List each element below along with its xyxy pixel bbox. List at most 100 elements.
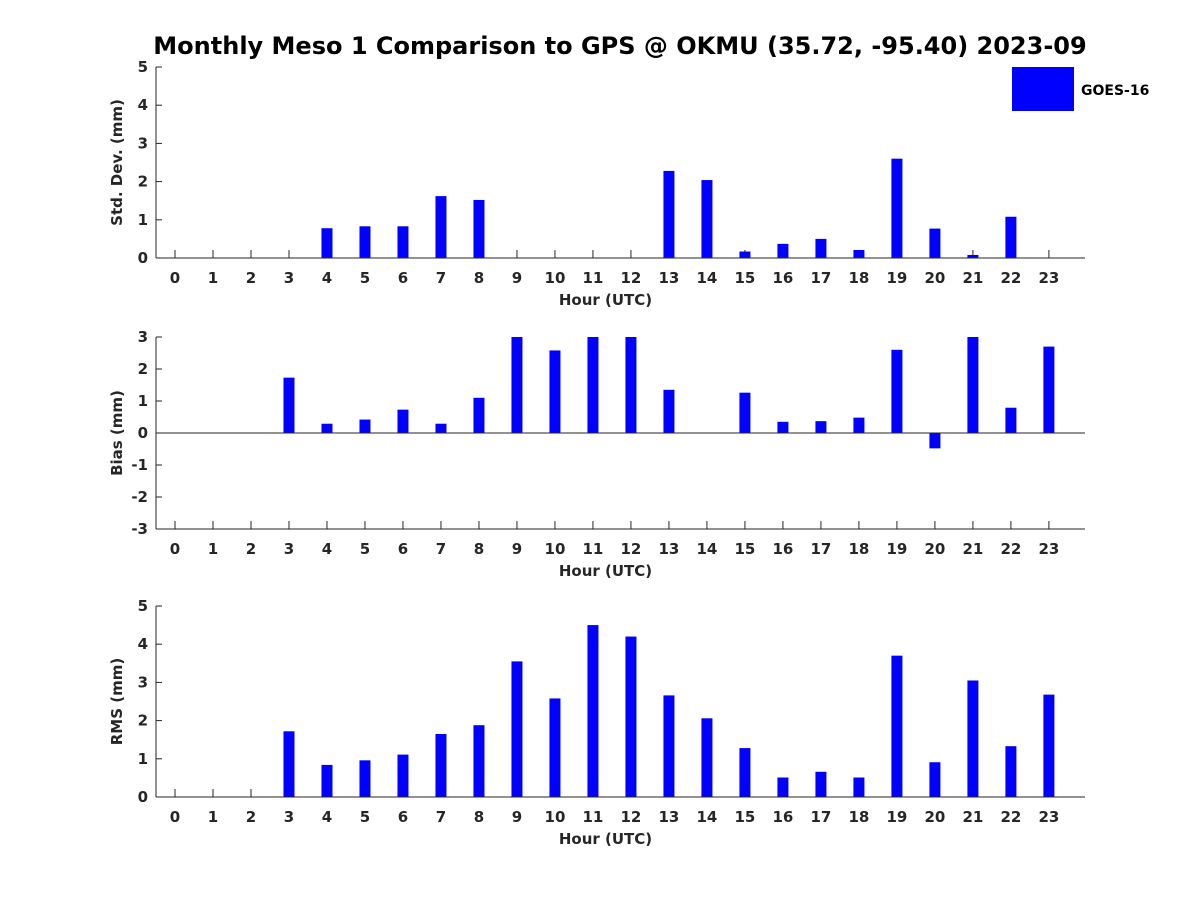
x-tick-label: 10 bbox=[545, 540, 566, 558]
x-tick-label: 0 bbox=[170, 540, 180, 558]
x-tick-label: 21 bbox=[962, 540, 983, 558]
x-tick-label: 7 bbox=[436, 540, 446, 558]
bar bbox=[1043, 694, 1055, 797]
y-axis-label: RMS (mm) bbox=[108, 658, 126, 745]
x-tick-label: 22 bbox=[1000, 808, 1021, 826]
bar bbox=[1043, 346, 1055, 433]
bar bbox=[739, 748, 751, 797]
bar bbox=[283, 377, 295, 433]
y-tick-label: 3 bbox=[138, 134, 148, 152]
bar bbox=[815, 238, 827, 258]
bar bbox=[473, 199, 485, 258]
bar bbox=[891, 349, 903, 433]
bar bbox=[473, 397, 485, 433]
x-axis-label: Hour (UTC) bbox=[559, 830, 652, 848]
bar bbox=[283, 731, 295, 797]
y-tick-label: -2 bbox=[131, 488, 148, 506]
bar bbox=[777, 777, 789, 797]
bar bbox=[1005, 746, 1017, 797]
x-tick-label: 17 bbox=[810, 540, 831, 558]
bar bbox=[967, 680, 979, 797]
y-tick-label: -3 bbox=[131, 520, 148, 538]
bar bbox=[625, 636, 637, 797]
x-tick-label: 16 bbox=[772, 540, 793, 558]
bar bbox=[435, 423, 447, 433]
x-tick-label: 4 bbox=[322, 269, 332, 287]
x-tick-label: 15 bbox=[734, 269, 755, 287]
x-axis-label: Hour (UTC) bbox=[559, 291, 652, 309]
x-tick-label: 22 bbox=[1000, 269, 1021, 287]
x-tick-label: 15 bbox=[734, 540, 755, 558]
bar bbox=[929, 433, 941, 449]
y-tick-label: 2 bbox=[138, 360, 148, 378]
x-tick-label: 19 bbox=[886, 540, 907, 558]
x-tick-label: 12 bbox=[621, 808, 642, 826]
x-tick-label: 0 bbox=[170, 269, 180, 287]
bar bbox=[663, 170, 675, 258]
bar bbox=[701, 718, 713, 797]
x-tick-label: 9 bbox=[512, 808, 522, 826]
x-tick-label: 8 bbox=[474, 808, 484, 826]
bar bbox=[625, 337, 637, 433]
x-axis-label: Hour (UTC) bbox=[559, 562, 652, 580]
bar bbox=[511, 337, 523, 433]
bar bbox=[397, 754, 409, 797]
bar bbox=[321, 764, 333, 797]
y-tick-label: 0 bbox=[138, 424, 148, 442]
bar bbox=[435, 733, 447, 797]
x-tick-label: 20 bbox=[924, 808, 945, 826]
y-tick-label: 1 bbox=[138, 392, 148, 410]
x-tick-label: 2 bbox=[246, 808, 256, 826]
y-tick-label: 4 bbox=[138, 96, 148, 114]
x-tick-label: 6 bbox=[398, 808, 408, 826]
x-tick-label: 1 bbox=[208, 808, 218, 826]
bar bbox=[359, 419, 371, 433]
x-tick-label: 0 bbox=[170, 808, 180, 826]
bar bbox=[1005, 216, 1017, 258]
x-tick-label: 16 bbox=[772, 808, 793, 826]
bar bbox=[663, 695, 675, 797]
bar bbox=[1005, 407, 1017, 433]
legend-swatch bbox=[1012, 67, 1074, 111]
x-tick-label: 19 bbox=[886, 808, 907, 826]
x-tick-label: 18 bbox=[848, 269, 869, 287]
x-tick-label: 23 bbox=[1038, 269, 1059, 287]
x-tick-label: 3 bbox=[284, 269, 294, 287]
x-tick-label: 17 bbox=[810, 808, 831, 826]
bar bbox=[967, 337, 979, 433]
x-tick-label: 1 bbox=[208, 540, 218, 558]
x-tick-label: 9 bbox=[512, 269, 522, 287]
x-tick-label: 14 bbox=[697, 540, 718, 558]
x-tick-label: 5 bbox=[360, 540, 370, 558]
x-tick-label: 14 bbox=[697, 808, 718, 826]
bar bbox=[397, 226, 409, 258]
x-tick-label: 23 bbox=[1038, 808, 1059, 826]
y-tick-label: -1 bbox=[131, 456, 148, 474]
x-tick-label: 11 bbox=[583, 540, 604, 558]
y-tick-label: 5 bbox=[138, 597, 148, 615]
bar bbox=[587, 337, 599, 433]
x-tick-label: 12 bbox=[621, 540, 642, 558]
x-tick-label: 19 bbox=[886, 269, 907, 287]
x-tick-label: 21 bbox=[962, 269, 983, 287]
bar bbox=[815, 771, 827, 797]
bar bbox=[587, 625, 599, 797]
x-tick-label: 7 bbox=[436, 808, 446, 826]
x-tick-label: 15 bbox=[734, 808, 755, 826]
x-tick-label: 20 bbox=[924, 540, 945, 558]
bar bbox=[891, 655, 903, 797]
bar bbox=[359, 226, 371, 258]
bar bbox=[853, 417, 865, 433]
y-tick-label: 1 bbox=[138, 750, 148, 768]
x-tick-label: 8 bbox=[474, 269, 484, 287]
y-tick-label: 0 bbox=[138, 788, 148, 806]
x-tick-label: 23 bbox=[1038, 540, 1059, 558]
bar bbox=[435, 196, 447, 258]
x-tick-label: 11 bbox=[583, 808, 604, 826]
bar bbox=[321, 423, 333, 433]
x-tick-label: 13 bbox=[659, 269, 680, 287]
